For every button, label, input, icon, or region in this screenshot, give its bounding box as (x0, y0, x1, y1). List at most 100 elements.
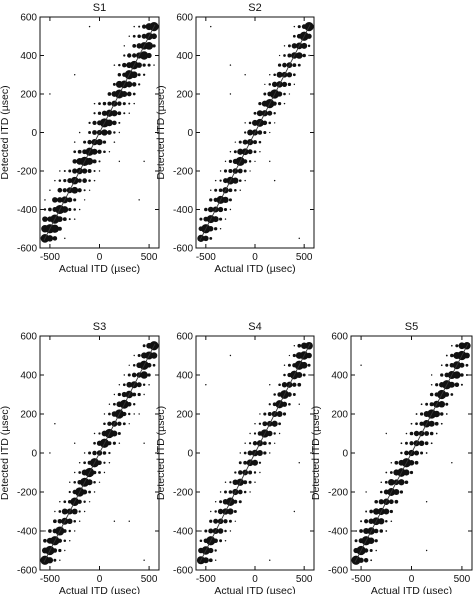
response-dot (219, 539, 223, 543)
response-dot (98, 432, 101, 435)
response-dot (248, 121, 252, 125)
response-dot (121, 91, 128, 97)
response-dot (48, 529, 52, 533)
response-dot (219, 228, 222, 230)
outlier-dot (49, 452, 51, 454)
response-dot (435, 383, 439, 387)
response-dot (224, 218, 227, 220)
response-dot (223, 169, 228, 173)
outlier-dot (229, 93, 232, 95)
y-tick-label: -400 (173, 527, 193, 538)
response-dot (425, 402, 429, 406)
response-dot (73, 150, 77, 154)
response-dot (445, 413, 448, 415)
response-dot (268, 121, 272, 125)
response-dot (267, 110, 273, 116)
response-dot (67, 197, 73, 203)
response-dot (69, 540, 71, 542)
x-tick-label: 0 (409, 574, 415, 585)
response-dot (360, 520, 363, 523)
response-dot (148, 383, 150, 386)
response-dot (43, 538, 47, 543)
response-dot (73, 141, 76, 143)
response-dot (268, 441, 272, 445)
response-dot (214, 510, 217, 513)
response-dot (48, 207, 52, 212)
response-dot (448, 381, 455, 388)
y-tick-label: 400 (176, 371, 193, 382)
response-dot (208, 558, 213, 563)
outlier-dot (113, 520, 116, 522)
response-dot (117, 101, 122, 106)
response-dot (385, 530, 388, 532)
response-dot (111, 110, 118, 117)
response-dot (93, 480, 96, 484)
x-tick-label: 500 (141, 574, 158, 585)
x-tick-label: 0 (252, 252, 258, 263)
response-dot (408, 459, 415, 466)
y-tick-label: 0 (342, 449, 348, 460)
response-dot (224, 160, 227, 163)
response-dot (204, 207, 208, 212)
response-dot (91, 148, 98, 155)
response-dot (93, 441, 96, 445)
y-tick-label: -200 (173, 167, 193, 178)
response-dot (118, 131, 121, 134)
response-dot (202, 557, 209, 564)
response-dot (273, 73, 276, 77)
response-dot (365, 510, 368, 513)
response-dot (292, 353, 296, 358)
response-dot (102, 101, 107, 106)
response-dot (256, 450, 263, 456)
y-tick-label: -400 (17, 205, 37, 216)
response-dot (287, 82, 292, 87)
response-dot (272, 101, 277, 106)
response-dot (199, 539, 203, 543)
response-dot (107, 441, 112, 446)
response-dot (276, 71, 283, 78)
outlier-dot (205, 384, 207, 386)
x-tick-label: -500 (40, 252, 60, 263)
response-dot (229, 481, 232, 484)
response-dot (267, 430, 273, 437)
response-dot (374, 539, 378, 543)
response-dot (150, 352, 158, 359)
response-dot (83, 140, 87, 144)
outlier-dot (143, 442, 145, 444)
outlier-dot (425, 549, 428, 552)
response-dot (214, 188, 218, 192)
outlier-dot (298, 237, 300, 240)
response-dot (444, 392, 450, 397)
response-dot (455, 344, 459, 348)
response-dot (113, 393, 116, 396)
response-dot (297, 382, 302, 387)
response-dot (378, 518, 385, 525)
response-dot (59, 559, 61, 561)
response-dot (278, 422, 281, 426)
response-dot (103, 422, 106, 426)
response-dot (57, 197, 63, 203)
response-dot (42, 216, 48, 222)
response-dot (229, 151, 232, 153)
response-dot (102, 140, 107, 144)
response-dot (88, 179, 91, 182)
response-dot (390, 520, 393, 523)
response-dot (277, 101, 282, 106)
response-dot (244, 122, 246, 124)
response-dot (207, 206, 214, 213)
response-dot (78, 520, 81, 522)
response-dot (217, 508, 224, 515)
response-dot (64, 549, 66, 552)
response-dot (234, 188, 237, 192)
response-dot (68, 218, 71, 221)
response-dot (262, 421, 268, 427)
response-dot (440, 373, 444, 377)
response-dot (214, 559, 217, 561)
response-dot (229, 530, 232, 532)
response-dot (152, 44, 156, 48)
response-dot (430, 442, 433, 445)
response-dot (435, 432, 438, 435)
response-dot (256, 110, 263, 117)
response-dot (117, 111, 122, 116)
panel-s5: -600 -400 -200 0 200 400 600 -500 0 500 S5 Actual I… (310, 321, 473, 594)
